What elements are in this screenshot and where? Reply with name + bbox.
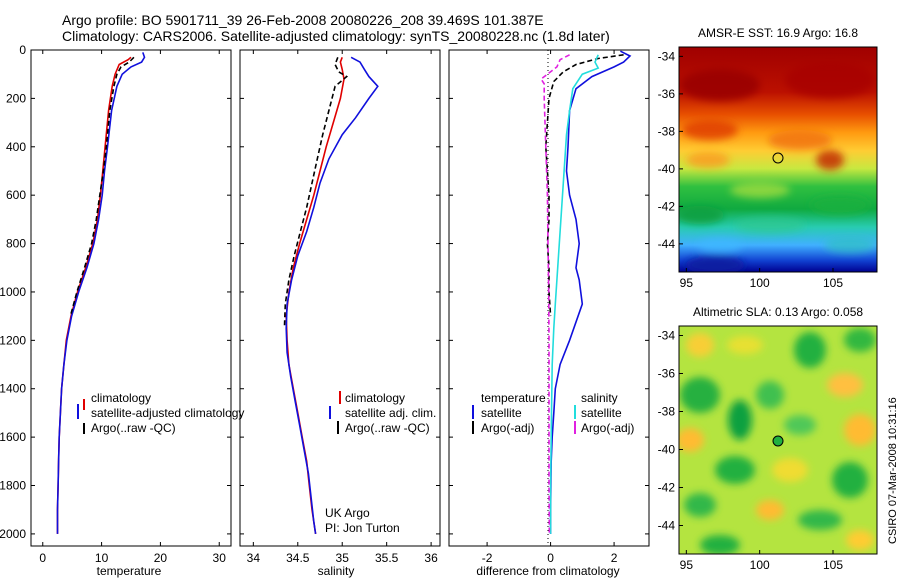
y-tick-label: 600 (6, 188, 26, 202)
temperature-legend: climatology satellite-adjusted climatolo… (77, 391, 244, 435)
sst-heatmap (679, 47, 877, 272)
y-tick-label: -42 (658, 199, 676, 213)
temperature-axes (30, 49, 232, 547)
series-line (549, 50, 632, 534)
y-tick-label: 1800 (0, 479, 26, 493)
y-tick-label: 1400 (0, 382, 26, 396)
x-tick-label: 0 (39, 551, 46, 565)
y-tick-label: -36 (658, 367, 676, 381)
legend-temp-argo: Argo(-adj) (481, 421, 534, 435)
legend-climatology: climatology (91, 391, 151, 405)
series-line (285, 57, 345, 535)
y-tick-label: 400 (6, 140, 26, 154)
sla-map-panel: Altimetric SLA: 0.13 Argo: 0.058 (658, 305, 878, 572)
x-tick-label: 95 (680, 558, 694, 572)
legend-argo: Argo(..raw -QC) (91, 421, 176, 435)
difference-xlabel: difference from climatology (476, 564, 619, 578)
y-tick-label: -38 (658, 405, 676, 419)
series-line (540, 54, 570, 534)
y-tick-label: -44 (658, 237, 676, 251)
y-tick-label: 0 (19, 43, 26, 57)
header-line-1: Argo profile: BO 5901711_39 26-Feb-2008 … (62, 12, 544, 28)
x-tick-label: 2 (611, 551, 618, 565)
legend-temp-satellite: satellite (481, 406, 522, 420)
annotation-uk-argo: UK Argo (325, 506, 370, 520)
y-tick-label: 800 (6, 237, 26, 251)
y-tick-label: -44 (658, 519, 676, 533)
x-tick-label: 36 (424, 551, 438, 565)
csiro-timestamp: CSIRO 07-Mar-2008 10:31:16 (887, 397, 899, 544)
legend-satellite: satellite-adjusted climatology (91, 406, 244, 420)
x-tick-label: 100 (750, 276, 770, 290)
x-tick-label: 10 (95, 551, 109, 565)
y-tick-label: -40 (658, 443, 676, 457)
x-tick-label: 105 (823, 558, 843, 572)
legend-satellite-adj: satellite adj. clim. (345, 406, 436, 420)
sla-map-title: Altimetric SLA: 0.13 Argo: 0.058 (693, 305, 863, 319)
x-tick-label: -2 (482, 551, 493, 565)
x-tick-label: 34 (247, 551, 261, 565)
temperature-panel: 0 10 20 30 0 200 400 600 800 1000 1200 1400 1600 1800… (0, 43, 244, 578)
sla-heatmap (679, 326, 877, 554)
y-tick-label: 1200 (0, 333, 26, 347)
x-tick-label: 30 (213, 551, 227, 565)
y-tick-label: 2000 (0, 527, 26, 541)
salinity-panel: 34 34.5 35 35.5 36 salinity climatology sate… (239, 49, 441, 578)
series-line (69, 56, 135, 317)
series-line (549, 54, 600, 534)
legend-sal-satellite: satellite (581, 406, 622, 420)
salinity-xlabel: salinity (318, 564, 355, 578)
y-tick-label: 1600 (0, 430, 26, 444)
series-line (285, 56, 379, 535)
x-tick-label: 105 (823, 276, 843, 290)
y-tick-label: 200 (6, 91, 26, 105)
y-tick-label: 1000 (0, 285, 26, 299)
x-tick-label: 35.5 (375, 551, 399, 565)
sla-map-axes (678, 325, 878, 555)
x-tick-label: 34.5 (286, 551, 310, 565)
argo-location-marker (772, 152, 784, 164)
y-tick-label: -34 (658, 49, 676, 63)
y-tick-label: -42 (658, 481, 676, 495)
x-tick-label: 35 (336, 551, 350, 565)
legend-temperature-head: temperature (481, 391, 546, 405)
legend-salinity-head: salinity (581, 391, 618, 405)
series-line (56, 52, 146, 534)
difference-legend: temperature satellite Argo(-adj) salinit… (472, 391, 634, 435)
header-line-2: Climatology: CARS2006. Satellite-adjuste… (62, 28, 610, 44)
x-tick-label: 0 (547, 551, 554, 565)
series-line (56, 56, 132, 534)
difference-panel: -2 0 2 difference from climatology tempera… (448, 49, 650, 578)
series-line (283, 57, 349, 329)
y-tick-label: -34 (658, 329, 676, 343)
sst-map-axes (678, 46, 878, 273)
temperature-xlabel: temperature (97, 564, 162, 578)
salinity-axes (239, 49, 441, 547)
legend-climatology: climatology (345, 391, 405, 405)
legend-sal-argo: Argo(-adj) (581, 421, 634, 435)
y-tick-label: -38 (658, 124, 676, 138)
x-tick-label: 95 (680, 276, 694, 290)
y-tick-label: -36 (658, 87, 676, 101)
x-tick-label: 100 (750, 558, 770, 572)
difference-axes (448, 49, 650, 547)
legend-argo: Argo(..raw -QC) (345, 421, 430, 435)
salinity-legend: climatology satellite adj. clim. Argo(..… (329, 391, 436, 435)
sst-map-title: AMSR-E SST: 16.9 Argo: 16.8 (698, 26, 858, 40)
y-tick-label: -40 (658, 162, 676, 176)
argo-location-marker (772, 435, 784, 447)
annotation-pi: PI: Jon Turton (325, 521, 400, 535)
x-tick-label: 20 (154, 551, 168, 565)
sst-map-panel: AMSR-E SST: 16.9 Argo: 16.8 95 100 105-3 (658, 26, 878, 290)
